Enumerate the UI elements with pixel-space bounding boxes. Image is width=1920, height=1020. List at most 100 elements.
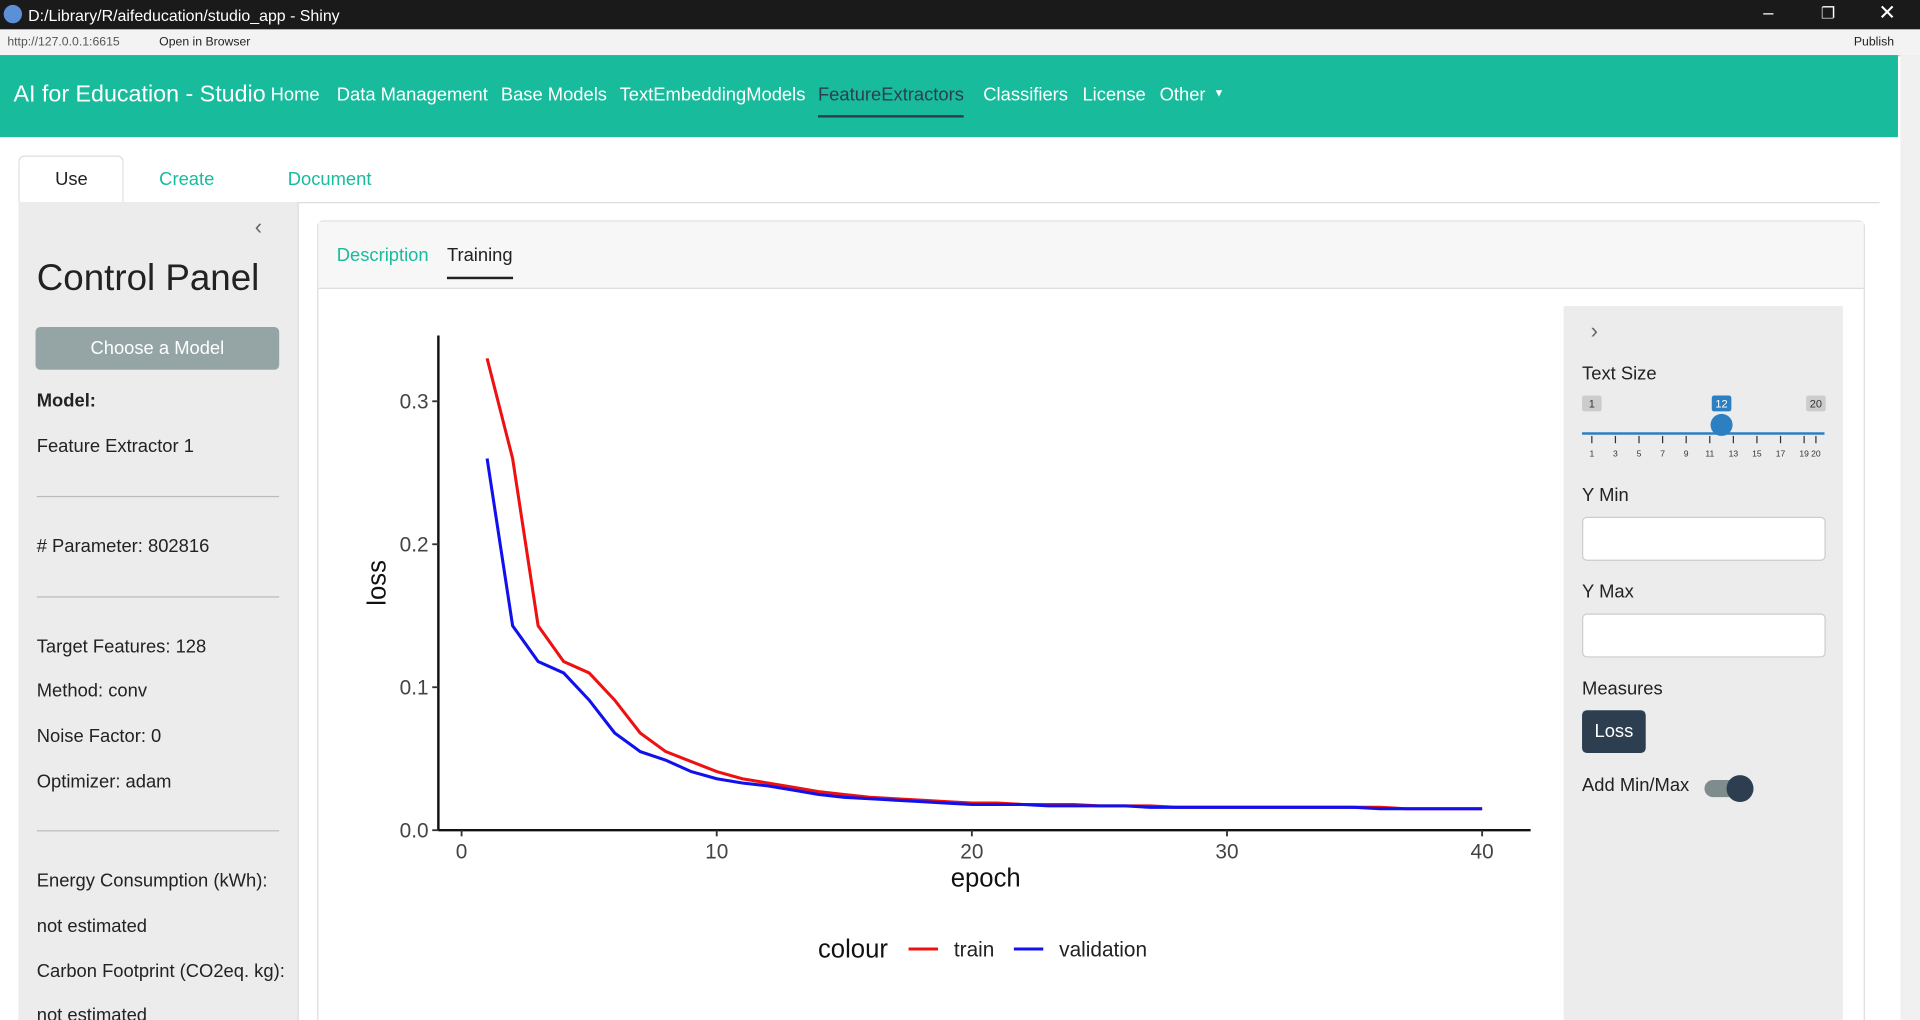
slider-tick-label: 5 bbox=[1637, 449, 1642, 459]
app-icon bbox=[3, 4, 23, 24]
chart: epoch loss colour 0.0 0.1 0.2 0.3 0 10 20 30 40 t… bbox=[364, 335, 1531, 964]
publish[interactable]: Publish bbox=[1853, 35, 1895, 49]
title-bar: D:/Library/R/aifeducation/studio_app - S… bbox=[0, 0, 1920, 30]
card: Description Training bbox=[317, 220, 1865, 1020]
text: Optimizer: adam bbox=[36, 771, 172, 793]
subtab[interactable]: Description bbox=[336, 244, 429, 266]
choose-model[interactable]: Choose a Model bbox=[35, 326, 280, 370]
slider-tick-label: 3 bbox=[1613, 449, 1618, 459]
navbar: AI for Education - Studio Home Data Mana… bbox=[0, 55, 1898, 138]
y-tick-label: 0.2 bbox=[400, 534, 429, 557]
text: Method: conv bbox=[36, 680, 148, 702]
nav-item[interactable]: License bbox=[1082, 84, 1146, 106]
slider-handle bbox=[1710, 413, 1733, 436]
slider-tick-label: 1 bbox=[1589, 449, 1594, 459]
subtab-active[interactable]: Training bbox=[446, 245, 513, 280]
slider-min-badge bbox=[1582, 395, 1602, 412]
x-tick-label: 10 bbox=[705, 840, 728, 863]
text: Carbon Footprint (CO2eq. kg): bbox=[36, 961, 285, 983]
legend-label: train bbox=[954, 938, 994, 961]
nav-item-active[interactable]: FeatureExtractors bbox=[817, 84, 964, 118]
divider bbox=[36, 830, 280, 832]
divider bbox=[36, 596, 280, 598]
text: not estimated bbox=[36, 1005, 148, 1020]
x-tick-label: 40 bbox=[1471, 840, 1494, 863]
text: not estimated bbox=[36, 915, 148, 937]
close[interactable]: ✕ bbox=[1878, 1, 1896, 25]
sidebar-title: Control Panel bbox=[36, 258, 260, 299]
slider-tick-label: 17 bbox=[1776, 449, 1786, 459]
text: Energy Consumption (kWh): bbox=[36, 870, 268, 892]
nav-item[interactable]: Classifiers bbox=[983, 84, 1068, 106]
slider-tick-label: 11 bbox=[1705, 449, 1714, 459]
label: Y Min bbox=[1582, 484, 1629, 506]
nav-item[interactable]: Data Management bbox=[336, 84, 488, 106]
slider-max-label: 20 bbox=[1810, 399, 1822, 411]
tab-line bbox=[121, 202, 1880, 204]
control-panel: › Text Size 1 3 5 7 9 11 13 15 17 19 20 1 20 12 Y Min… bbox=[1563, 306, 1843, 1020]
card-header bbox=[318, 221, 1864, 289]
button-label: Loss bbox=[1594, 721, 1634, 743]
y-min-input[interactable] bbox=[1582, 516, 1826, 561]
toggle-knob bbox=[1726, 775, 1754, 803]
legend-label: validation bbox=[1059, 938, 1147, 961]
y-tick-label: 0.0 bbox=[400, 820, 429, 843]
slider-tick-label: 13 bbox=[1729, 449, 1739, 459]
nav-item[interactable]: TextEmbeddingModels bbox=[619, 84, 806, 106]
slider-max-badge bbox=[1806, 395, 1826, 412]
brand[interactable]: AI for Education - Studio bbox=[13, 82, 266, 108]
slider-tick-label: 15 bbox=[1752, 449, 1762, 459]
slider-tick-label: 20 bbox=[1811, 449, 1821, 459]
url: http://127.0.0.1:6615 bbox=[7, 35, 120, 49]
scrollbar bbox=[1900, 55, 1920, 1020]
slider-min-label: 1 bbox=[1589, 399, 1595, 411]
label: Measures bbox=[1582, 678, 1663, 700]
y-tick-label: 0.1 bbox=[400, 677, 429, 700]
y-max-input[interactable] bbox=[1582, 613, 1826, 658]
address-bar: http://127.0.0.1:6615 Open in Browser Pu… bbox=[0, 29, 1920, 57]
legend-title: colour bbox=[818, 936, 888, 964]
text: Noise Factor: 0 bbox=[36, 726, 162, 747]
slider-value-label: 12 bbox=[1715, 399, 1727, 411]
text: Target Features: 128 bbox=[36, 636, 207, 658]
minimize[interactable]: – bbox=[1763, 2, 1774, 24]
slider-value-badge bbox=[1711, 395, 1732, 412]
open-browser[interactable]: Open in Browser bbox=[159, 35, 251, 49]
text: Feature Extractor 1 bbox=[36, 435, 194, 457]
tab[interactable]: Document bbox=[287, 168, 372, 190]
slider-tick-label: 19 bbox=[1799, 449, 1809, 459]
y-axis-label: loss bbox=[364, 560, 392, 606]
sidebar: ‹ Control Panel Choose a Model Model: Fe… bbox=[18, 202, 299, 1020]
y-tick-label: 0.3 bbox=[400, 391, 429, 414]
divider bbox=[36, 495, 280, 498]
label: Add Min/Max bbox=[1582, 775, 1690, 796]
label: Text Size bbox=[1582, 363, 1657, 385]
slider-tick-label: 9 bbox=[1684, 449, 1689, 459]
expand[interactable]: › bbox=[1590, 318, 1598, 343]
collapse[interactable]: ‹ bbox=[254, 214, 263, 239]
text: # Parameter: 802816 bbox=[36, 536, 210, 558]
maximize[interactable]: ❐ bbox=[1820, 3, 1836, 23]
line-series bbox=[485, 358, 1483, 811]
x-tick-label: 0 bbox=[456, 840, 468, 863]
loss-button[interactable]: Loss bbox=[1582, 710, 1646, 754]
tab[interactable]: Create bbox=[159, 168, 215, 190]
nav-item[interactable]: Home bbox=[270, 84, 320, 106]
nav-item[interactable]: Base Models bbox=[500, 84, 608, 106]
x-axis-label: epoch bbox=[951, 865, 1021, 893]
tab-active-bg bbox=[18, 155, 124, 204]
nav-dropdown[interactable]: Other bbox=[1159, 84, 1206, 106]
x-tick-label: 20 bbox=[960, 840, 983, 863]
line-series bbox=[485, 458, 1483, 811]
slider-tick-label: 7 bbox=[1660, 449, 1665, 459]
x-tick-label: 30 bbox=[1215, 840, 1238, 863]
button-label: Choose a Model bbox=[90, 337, 225, 359]
caret: ▼ bbox=[1213, 86, 1225, 100]
label: Model: bbox=[36, 390, 96, 412]
tab[interactable]: Use bbox=[55, 168, 88, 190]
window-title: D:/Library/R/aifeducation/studio_app - S… bbox=[28, 6, 340, 25]
label: Y Max bbox=[1582, 581, 1634, 603]
